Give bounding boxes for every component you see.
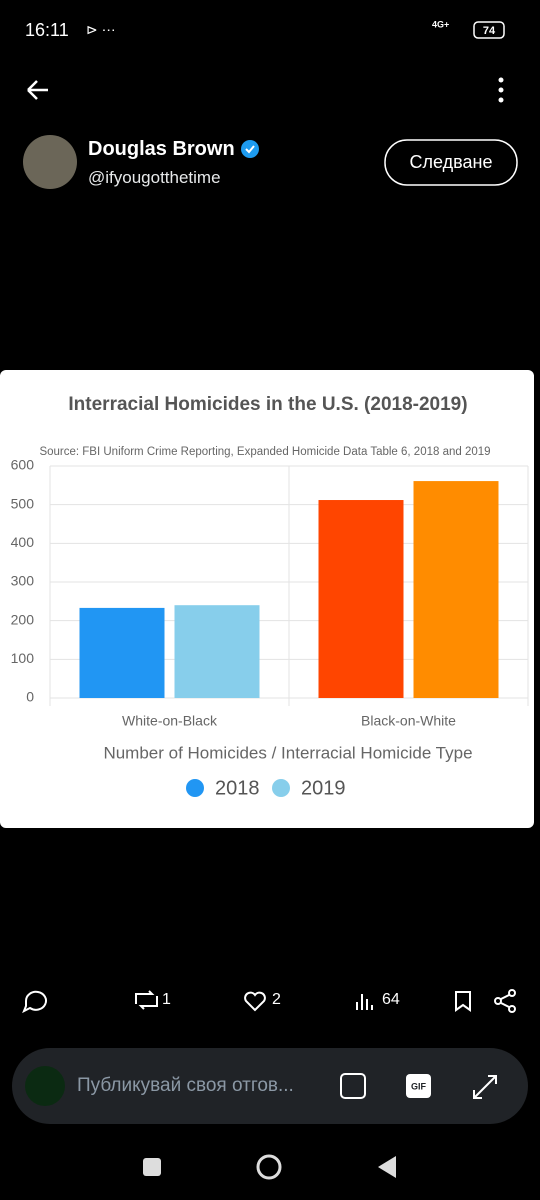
y-tick-label: 0 [26,689,34,705]
bar [174,605,260,698]
y-tick-label: 300 [11,573,35,589]
battery-level: 74 [483,25,496,37]
bar [413,481,499,698]
views-icon[interactable] [356,994,373,1010]
image-button[interactable] [340,1073,366,1099]
legend-swatch [272,779,290,797]
status-time: 16:11 [25,20,69,40]
legend-label: 2019 [301,777,346,799]
bookmark-icon[interactable] [455,991,471,1012]
reply-placeholder[interactable]: Публикувай своя отгов... [77,1075,294,1096]
y-tick-label: 200 [11,611,35,627]
chart-title: Interracial Homicides in the U.S. (2018-… [68,394,467,415]
chart: Interracial Homicides in the U.S. (2018-… [0,370,534,828]
bar [79,607,165,698]
x-tick-label: Black-on-White [361,713,456,729]
reply-icon[interactable] [22,990,47,1014]
status-icon: ⊳ ⋯ [86,22,116,38]
author-handle[interactable]: @ifyougotthetime [88,168,221,187]
battery-icon [473,21,505,39]
avatar[interactable] [23,135,77,189]
follow-label[interactable]: Следване [409,152,493,172]
gif-button[interactable] [406,1074,431,1098]
retweet-count: 1 [162,991,171,1008]
verified-badge [241,140,259,158]
back-button[interactable] [27,80,48,100]
gif-label: GIF [411,1081,427,1091]
follow-button[interactable] [384,139,518,186]
like-icon[interactable] [244,991,266,1012]
like-count: 2 [272,991,281,1008]
y-tick-label: 500 [11,495,35,511]
reply-avatar [25,1066,65,1106]
verified-check [245,145,255,154]
bar [318,500,404,698]
y-tick-label: 600 [11,457,35,473]
share-icon[interactable] [494,989,516,1013]
nav-back[interactable] [378,1156,396,1178]
expand-button[interactable] [473,1075,497,1099]
nav-home[interactable] [256,1154,282,1180]
retweet-icon[interactable] [135,990,158,1010]
chart-card [0,370,534,828]
chart-subtitle: Source: FBI Uniform Crime Reporting, Exp… [39,446,490,458]
nav-recents[interactable] [143,1158,161,1176]
x-tick-label: White-on-Black [122,713,218,729]
legend-label: 2018 [215,777,260,799]
author-name[interactable]: Douglas Brown [88,138,235,160]
x-axis-label: Number of Homicides / Interracial Homici… [103,743,472,762]
network-label: 4G+ [432,19,449,29]
y-tick-label: 100 [11,650,35,666]
reply-box[interactable] [12,1048,528,1124]
y-tick-label: 400 [11,534,35,550]
view-count: 64 [382,991,400,1008]
more-button[interactable] [498,77,504,103]
legend-swatch [186,779,204,797]
